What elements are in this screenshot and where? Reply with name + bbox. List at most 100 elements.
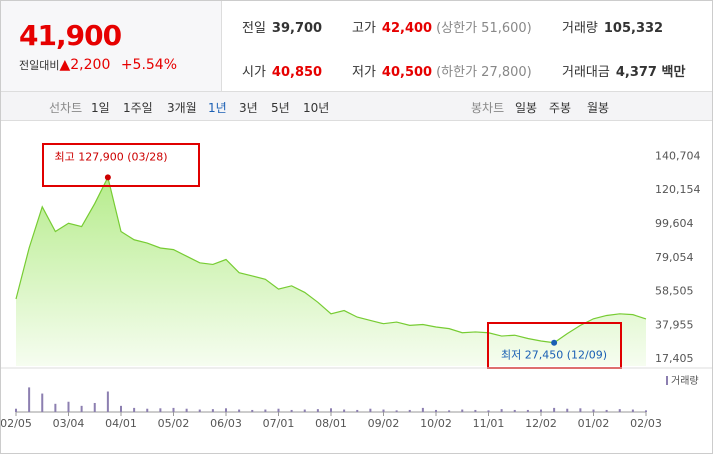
- field-label: 거래대금: [562, 65, 610, 80]
- y-tick-label: 79,054: [655, 251, 694, 264]
- x-tick-label: 02/03: [630, 417, 662, 430]
- volume-bar: [303, 409, 306, 412]
- volume-bar: [435, 409, 437, 412]
- volume-bar: [225, 408, 227, 412]
- volume-bar: [28, 387, 31, 412]
- quote-panel: 41,900 전일대비▲2,200 +5.54%: [1, 1, 222, 92]
- tab-group-label: 선차트: [49, 101, 83, 115]
- field-note: (상한가 51,600): [436, 21, 532, 36]
- field-value: 42,400: [381, 21, 433, 36]
- price-area: [16, 177, 646, 366]
- quote-field: 거래량 105,332: [562, 17, 663, 36]
- volume-bar: [120, 405, 122, 412]
- x-tick-label: 12/02: [525, 417, 557, 430]
- tab[interactable]: 일봉: [515, 101, 538, 115]
- tab[interactable]: 1년: [208, 101, 227, 115]
- annotation: 최고 127,900 (03/28): [54, 150, 167, 163]
- volume-bar: [356, 409, 359, 412]
- change-pct: +5.54%: [120, 57, 178, 73]
- legend-label: 거래량: [671, 375, 699, 387]
- x-tick-label: 11/01: [473, 417, 505, 430]
- volume-bar: [185, 408, 188, 412]
- tab-bar: 선차트 1일 1주일 3개월 1년 3년 5년 10년 봉차트 일봉 주봉 월봉: [1, 92, 712, 121]
- change-value: 2,200: [70, 57, 111, 73]
- quote-field: 시가 40,850: [242, 61, 322, 80]
- volume-bar: [395, 410, 398, 412]
- tab[interactable]: 3개월: [167, 101, 197, 115]
- price-line: [15, 175, 647, 344]
- volume-bar: [382, 409, 385, 412]
- volume-bar: [645, 410, 647, 412]
- legend-swatch: [666, 376, 668, 385]
- x-tick-label: 06/03: [210, 417, 242, 430]
- x-tick-label: 04/01: [105, 417, 137, 430]
- y-tick-label: 140,704: [655, 149, 701, 162]
- tab[interactable]: 1주일: [123, 101, 153, 115]
- field-note: (하한가 27,800): [436, 65, 532, 80]
- volume-bar: [579, 408, 582, 412]
- price: 41,900: [19, 19, 122, 52]
- volume-bar: [618, 409, 621, 412]
- quote-field: 고가 42,400 (상한가 51,600): [352, 17, 532, 36]
- field-value: 39,700: [271, 21, 323, 36]
- tab[interactable]: 주봉: [549, 101, 572, 115]
- x-tick-label: 03/04: [53, 417, 85, 430]
- volume-bar: [526, 409, 529, 412]
- y-tick-label: 58,505: [655, 285, 694, 298]
- x-tick-label: 01/02: [578, 417, 610, 430]
- field-label: 시가: [242, 65, 266, 80]
- extreme-dot: [551, 339, 558, 346]
- quote-field: 저가 40,500 (하한가 27,800): [352, 61, 532, 80]
- volume-bar: [277, 408, 280, 412]
- x-tick-label: 08/01: [315, 417, 347, 430]
- field-label: 거래량: [562, 21, 598, 36]
- volume-bar: [264, 409, 267, 412]
- volume-bar: [592, 409, 595, 412]
- x-tick-label: 02/05: [1, 417, 32, 430]
- quote-fields: 전일 39,700 고가 42,400 (상한가 51,600) 거래량 105,332 시가…: [222, 1, 712, 92]
- tab[interactable]: 월봉: [587, 101, 610, 115]
- x-tick-label: 05/02: [158, 417, 190, 430]
- volume-bar: [540, 409, 542, 412]
- x-tick-label: 10/02: [420, 417, 452, 430]
- volume-bar: [448, 410, 451, 412]
- volume-bar: [487, 410, 490, 412]
- volume-bar: [251, 409, 254, 412]
- volume-bar: [93, 402, 96, 412]
- volume-bar: [211, 409, 214, 412]
- volume-bar: [553, 407, 556, 412]
- extreme-dot: [104, 174, 111, 181]
- volume-bar: [133, 407, 136, 412]
- y-tick-label: 99,604: [655, 217, 694, 230]
- x-tick-label: 09/02: [368, 417, 400, 430]
- volume-bar: [172, 407, 175, 412]
- volume-bar: [159, 408, 162, 412]
- volume-bar: [369, 408, 372, 412]
- tab[interactable]: 5년: [271, 101, 290, 115]
- y-tick-label: 17,405: [655, 352, 694, 365]
- volume-bar: [238, 409, 241, 412]
- tab[interactable]: 1일: [91, 101, 110, 115]
- tab-group-label: 봉차트: [471, 101, 505, 115]
- volume-bar: [41, 393, 44, 412]
- change: 전일대비▲2,200 +5.54%: [19, 57, 178, 73]
- annotation: 최저 27,450 (12/09): [501, 349, 607, 362]
- y-tick-label: 120,154: [655, 183, 701, 196]
- volume-bar: [408, 409, 411, 412]
- tab[interactable]: 10년: [303, 101, 330, 115]
- field-label: 고가: [352, 21, 376, 36]
- field-value: 105,332: [603, 21, 664, 36]
- volume-bar: [54, 403, 57, 412]
- tab[interactable]: 3년: [239, 101, 258, 115]
- quote-field: 거래대금 4,377 백만: [562, 61, 685, 80]
- volume-bar: [80, 405, 83, 412]
- volume-bar: [198, 409, 201, 412]
- volume-bar: [605, 409, 608, 412]
- volume-bar: [461, 409, 464, 412]
- x-tick-label: 07/01: [263, 417, 295, 430]
- field-label: 전일: [242, 21, 266, 36]
- volume-bar: [330, 408, 332, 412]
- change-label: 전일대비: [19, 59, 60, 72]
- field-value: 40,850: [271, 65, 323, 80]
